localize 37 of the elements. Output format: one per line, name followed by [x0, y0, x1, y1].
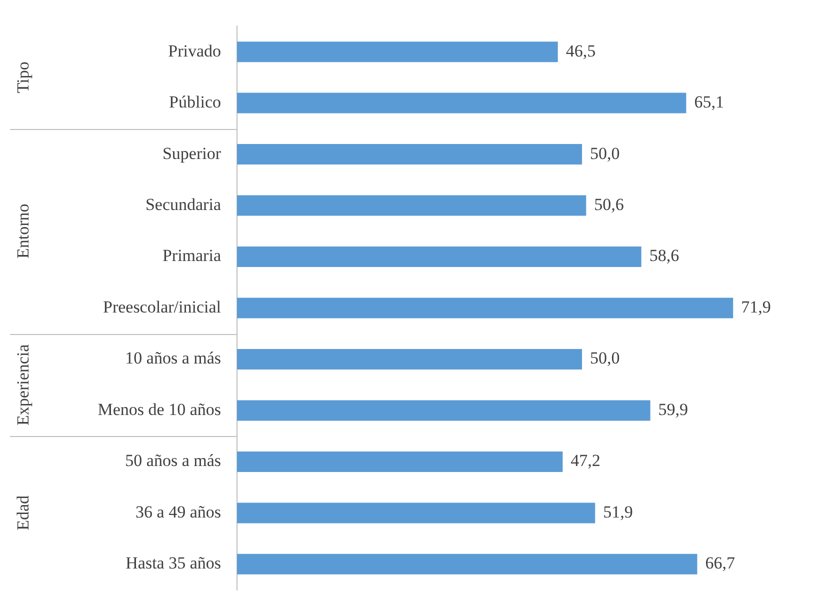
bar — [237, 451, 563, 472]
data-label: 51,9 — [603, 502, 633, 522]
data-label: 58,6 — [649, 246, 680, 266]
bar — [237, 92, 686, 114]
y-tick-label: Privado — [168, 41, 221, 60]
y-tick-label: Hasta 35 años — [126, 554, 221, 573]
bar — [237, 246, 642, 268]
text: Tipo — [13, 62, 32, 94]
y-tick-label: 36 a 49 años — [136, 502, 221, 522]
bar — [237, 400, 650, 421]
y-tick-label: 10 años a más — [125, 348, 221, 368]
data-label: 71,9 — [741, 297, 771, 316]
bar — [237, 195, 586, 216]
y-tick-label: Preescolar/inicial — [102, 297, 222, 316]
bar — [237, 42, 558, 62]
y-tick-label: 50 años a más — [125, 451, 221, 470]
data-label: 46,5 — [566, 41, 596, 60]
data-label: 47,2 — [570, 451, 600, 470]
text: Edad — [13, 494, 32, 530]
data-label: 66,7 — [705, 554, 736, 573]
y-tick-label: Público — [169, 92, 221, 112]
bar — [237, 554, 698, 574]
y-tick-label: Secundaria — [145, 194, 222, 214]
data-label: 50,6 — [594, 194, 624, 214]
bar — [237, 502, 596, 524]
y-tick-label: Superior — [162, 144, 222, 163]
bar — [237, 298, 734, 318]
bar — [237, 348, 582, 370]
y-tick-label: Menos de 10 años — [98, 400, 221, 419]
data-label: 65,1 — [694, 92, 724, 112]
data-label: 50,0 — [590, 144, 620, 163]
data-label: 59,9 — [658, 400, 688, 419]
text: Experiencia — [13, 344, 32, 426]
y-tick-label: Primaria — [162, 246, 222, 266]
data-label: 50,0 — [590, 348, 620, 368]
bar — [237, 144, 582, 165]
text: Entorno — [13, 204, 32, 259]
